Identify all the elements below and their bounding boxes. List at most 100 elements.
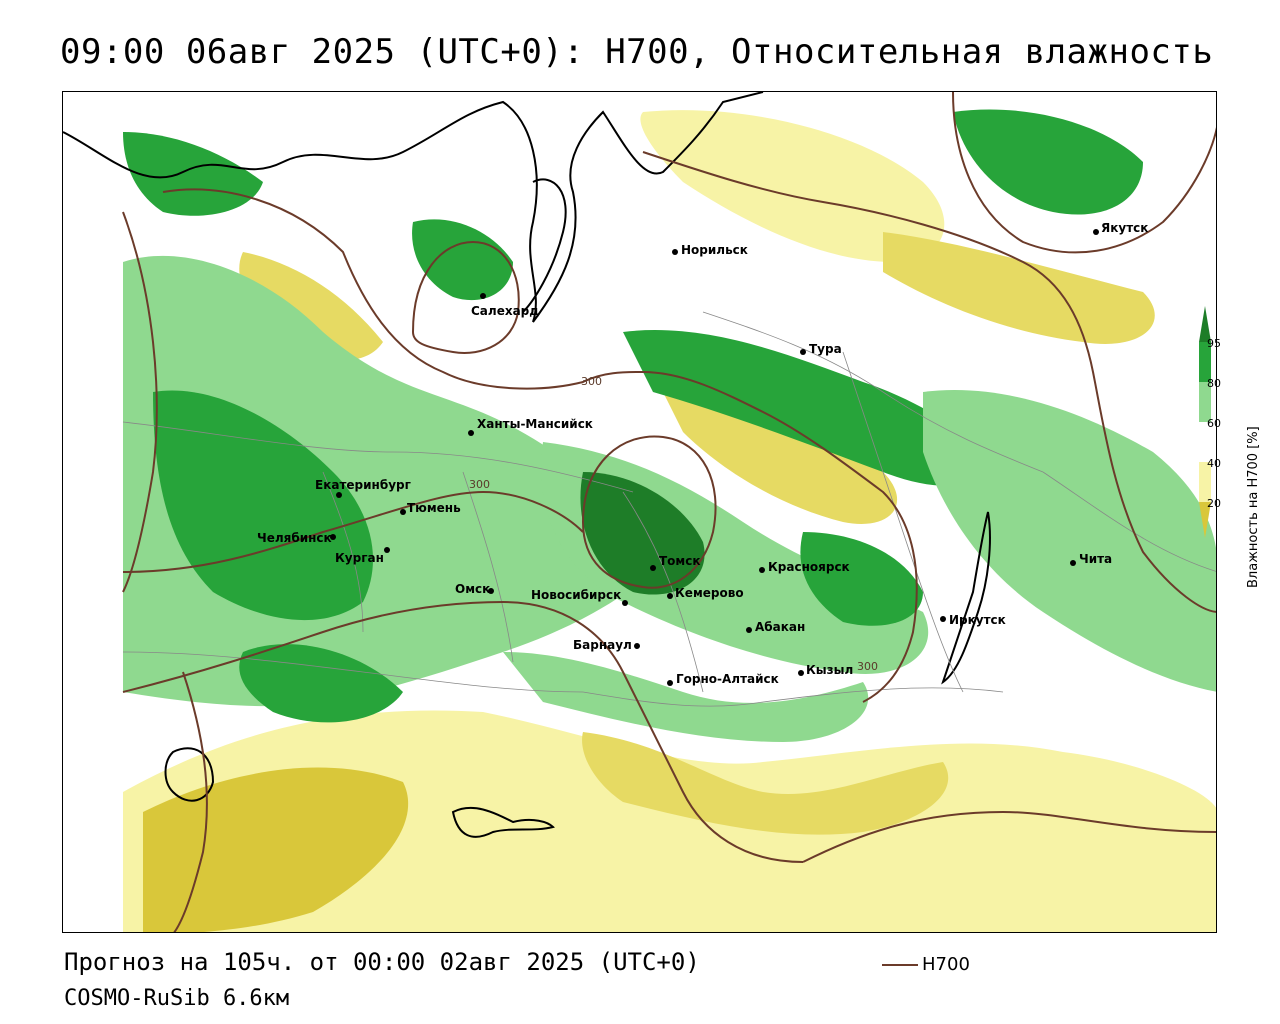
- svg-text:Чита: Чита: [1079, 552, 1112, 566]
- contour-label: 300: [469, 478, 490, 491]
- svg-text:Красноярск: Красноярск: [768, 560, 850, 574]
- moist-core-northeast: [953, 109, 1143, 215]
- dry-regions: [123, 110, 1216, 932]
- city-kemerovo[interactable]: Кемерово: [667, 586, 744, 600]
- city-irkutsk[interactable]: Иркутск: [940, 613, 1006, 627]
- legend-band-20-40: [1199, 462, 1211, 502]
- moist-core-west: [239, 644, 403, 723]
- legend-colorbar: 95 80 60 40 20: [1199, 306, 1221, 538]
- city-norilsk[interactable]: Норильск: [672, 243, 748, 257]
- moist-band-bottom: [503, 652, 869, 742]
- dry-region-south-center: [582, 732, 949, 835]
- legend-band-40-60: [1199, 422, 1211, 462]
- dry-region-bottomright: [919, 821, 1216, 932]
- city-kyzyl[interactable]: Кызыл: [798, 663, 853, 677]
- moist-band-west-dark: [153, 390, 373, 621]
- city-chita[interactable]: Чита: [1070, 552, 1112, 566]
- contour-northeast: [952, 92, 1216, 254]
- svg-text:Абакан: Абакан: [755, 620, 805, 634]
- city-chelyabinsk[interactable]: Челябинск: [257, 531, 336, 545]
- svg-text:Якутск: Якутск: [1101, 221, 1148, 235]
- svg-text:Новосибирск: Новосибирск: [531, 588, 621, 602]
- contour-label: 300: [581, 375, 602, 388]
- city-tomsk[interactable]: Томск: [650, 554, 701, 571]
- legend-tick: 95: [1207, 337, 1221, 350]
- city-krasnoyarsk[interactable]: Красноярск: [759, 560, 850, 574]
- forecast-info: Прогноз на 105ч. от 00:00 02авг 2025 (UT…: [64, 948, 700, 976]
- svg-text:Курган: Курган: [335, 551, 384, 565]
- legend-tick: 20: [1207, 497, 1221, 510]
- moist-band-northwest: [123, 132, 263, 216]
- humidity-legend: 95 80 60 40 20: [1199, 306, 1279, 606]
- map-canvas: 300 300 300 Норильск Якутск Салехард Тур…: [63, 92, 1216, 932]
- svg-text:Иркутск: Иркутск: [949, 613, 1006, 627]
- svg-text:Норильск: Норильск: [681, 243, 748, 257]
- svg-text:Томск: Томск: [659, 554, 701, 568]
- aral-sea: [164, 747, 215, 802]
- city-kurgan[interactable]: Курган: [335, 547, 390, 565]
- svg-text:Ханты-Мансийск: Ханты-Мансийск: [477, 417, 593, 431]
- yamal-peninsula: [522, 178, 567, 313]
- dry-region-north: [640, 110, 945, 262]
- contour-left2: [173, 671, 208, 932]
- moist-core-salekhard: [412, 219, 513, 301]
- moist-band-east: [923, 390, 1216, 692]
- svg-text:Екатеринбург: Екатеринбург: [315, 478, 411, 492]
- coastlines: [63, 92, 991, 838]
- svg-text:Салехард: Салехард: [471, 304, 539, 318]
- legend-cap-top: [1199, 306, 1211, 342]
- city-tura[interactable]: Тура: [800, 342, 842, 356]
- contour-west-low: [411, 240, 520, 354]
- svg-text:Кызыл: Кызыл: [806, 663, 853, 677]
- city-tyumen[interactable]: Тюмень: [400, 501, 461, 515]
- contour-north: [642, 151, 1216, 613]
- city-gorno-altaysk[interactable]: Горно-Алтайск: [667, 672, 779, 686]
- h700-contours: [122, 92, 1216, 932]
- city-ekaterinburg[interactable]: Екатеринбург: [315, 478, 411, 498]
- city-yakutsk[interactable]: Якутск: [1093, 221, 1148, 235]
- legend-band-60-80: [1199, 382, 1211, 422]
- moist-regions: [123, 109, 1216, 742]
- contour-legend: H700: [882, 954, 970, 975]
- borders: [122, 311, 1216, 707]
- contour-south: [122, 490, 584, 573]
- svg-text:Тура: Тура: [809, 342, 842, 356]
- city-novosibirsk[interactable]: Новосибирск: [531, 588, 628, 606]
- lake-balkhash: [451, 806, 555, 838]
- contour-legend-label: H700: [922, 954, 970, 975]
- humidity-map[interactable]: 300 300 300 Норильск Якутск Салехард Тур…: [62, 91, 1217, 933]
- svg-text:Барнаул: Барнаул: [573, 638, 632, 652]
- city-markers: Норильск Якутск Салехард Тура Ханты-Манс…: [257, 221, 1148, 686]
- moist-band-north: [623, 330, 1003, 486]
- city-barnaul[interactable]: Барнаул: [573, 638, 640, 652]
- contour-left: [122, 211, 158, 593]
- svg-text:Челябинск: Челябинск: [257, 531, 332, 545]
- svg-text:Горно-Алтайск: Горно-Алтайск: [676, 672, 779, 686]
- model-name: COSMO-RuSib 6.6км: [64, 986, 290, 1011]
- contour-south2: [122, 600, 804, 863]
- map-title: 09:00 06авг 2025 (UTC+0): H700, Относите…: [60, 32, 1214, 72]
- contour-east: [802, 810, 1216, 863]
- svg-text:Кемерово: Кемерово: [675, 586, 744, 600]
- contour-label: 300: [857, 660, 878, 673]
- contour-tomsk-low: [581, 435, 717, 589]
- arctic-coast: [63, 92, 764, 323]
- city-khanty-mansiysk[interactable]: Ханты-Мансийск: [468, 417, 593, 436]
- moist-core-tomsk: [580, 472, 705, 595]
- lake-baikal: [941, 511, 991, 685]
- legend-title: Влажность на H700 [%]: [1246, 426, 1261, 588]
- legend-band-80-95: [1199, 342, 1211, 382]
- svg-text:Омск: Омск: [455, 582, 490, 596]
- contour-line-sample: [882, 963, 918, 966]
- city-abakan[interactable]: Абакан: [746, 620, 805, 634]
- legend-tick: 80: [1207, 377, 1221, 390]
- city-salekhard[interactable]: Салехард: [471, 293, 539, 318]
- dry-region-south-dark: [143, 767, 408, 932]
- dry-region-center: [663, 390, 898, 524]
- legend-tick: 40: [1207, 457, 1221, 470]
- contour-west-outer: [162, 188, 918, 703]
- moist-core-krasnoyarsk: [800, 532, 923, 626]
- city-omsk[interactable]: Омск: [455, 582, 494, 596]
- legend-tick: 60: [1207, 417, 1221, 430]
- legend-cap-bottom: [1199, 502, 1211, 538]
